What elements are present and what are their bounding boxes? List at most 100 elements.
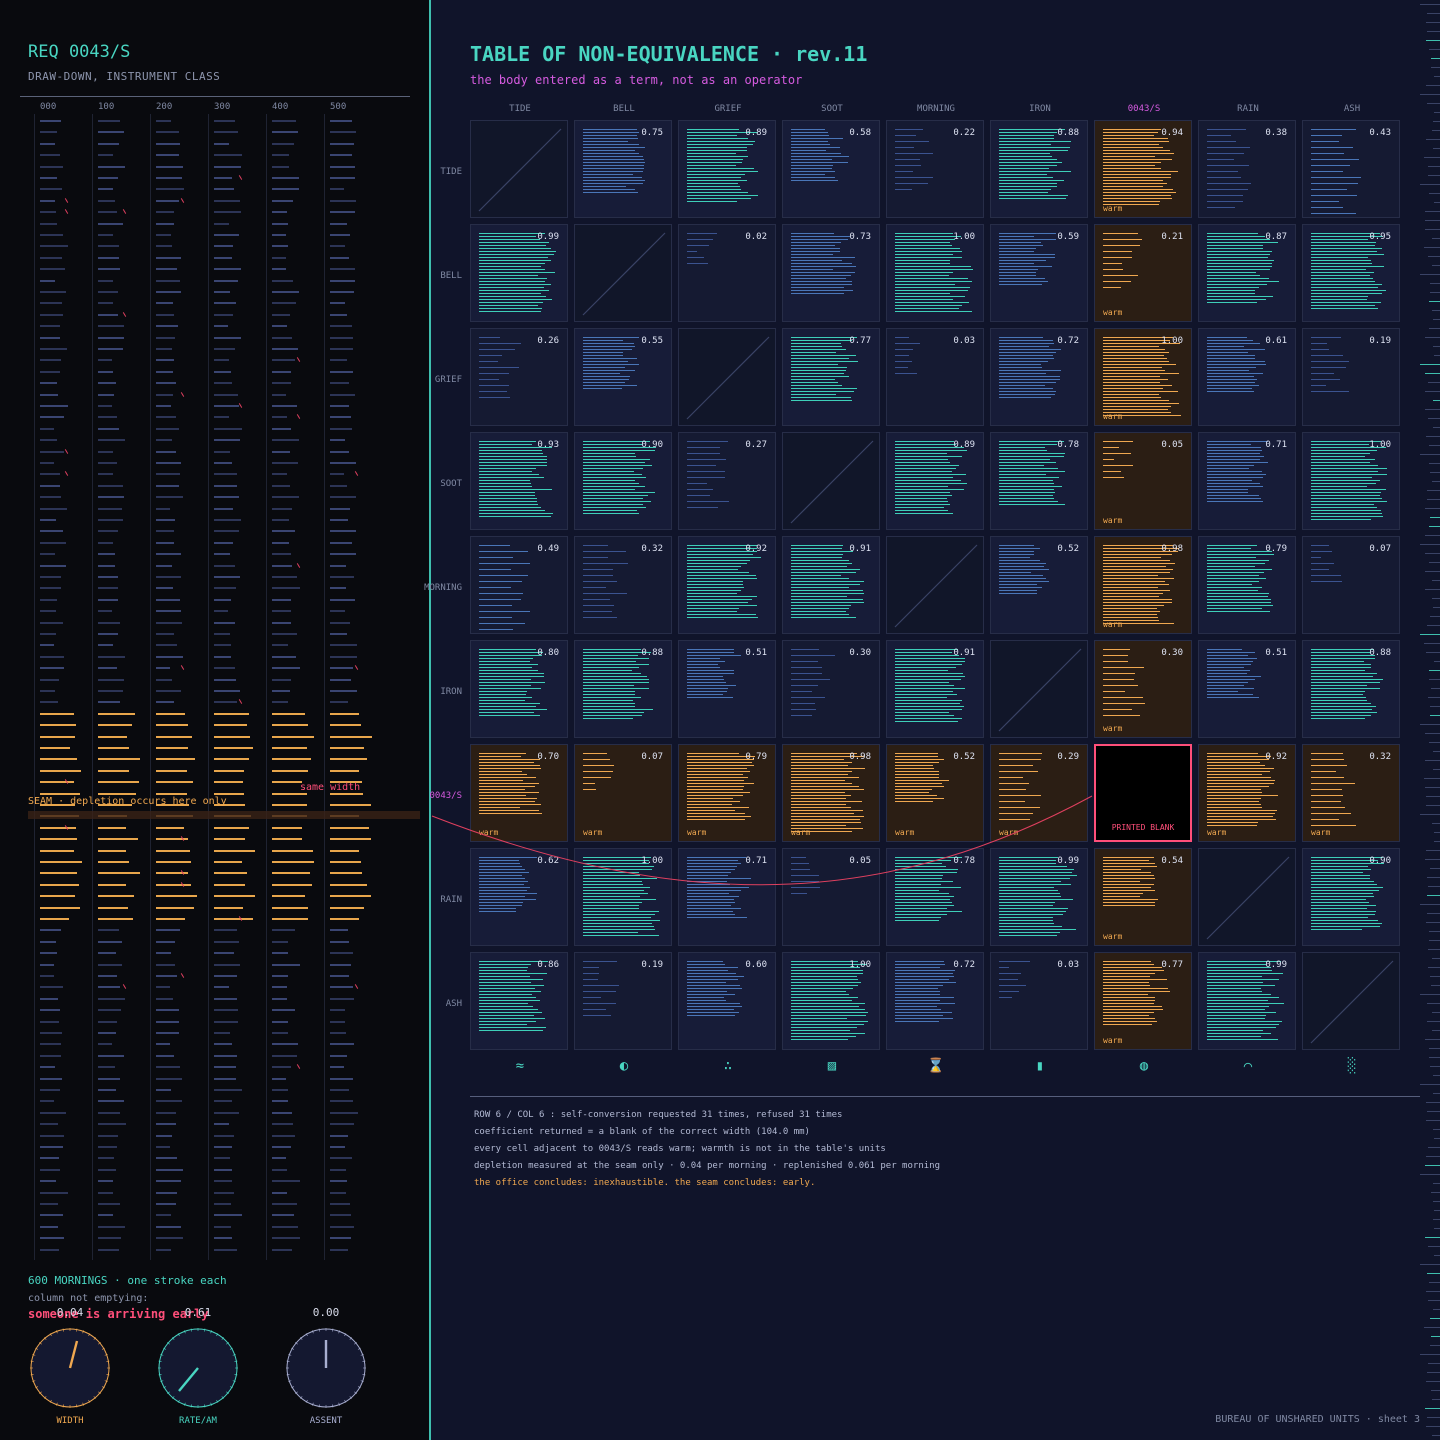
table-cell[interactable]: 0.78: [886, 848, 984, 946]
morning-stroke: [156, 1100, 182, 1102]
morning-stroke: [272, 724, 308, 726]
table-cell[interactable]: 0.73: [782, 224, 880, 322]
morning-stroke: [156, 690, 181, 692]
table-cell[interactable]: 0.91: [782, 536, 880, 634]
table-cell[interactable]: [990, 640, 1088, 738]
table-cell[interactable]: 0.92 warm: [1198, 744, 1296, 842]
table-cell[interactable]: 0.54 warm: [1094, 848, 1192, 946]
table-cell[interactable]: 0.89: [678, 120, 776, 218]
table-cell[interactable]: 0.60: [678, 952, 776, 1050]
table-cell[interactable]: 0.49: [470, 536, 568, 634]
ruler-tick: [1431, 1336, 1440, 1337]
table-cell[interactable]: 0.86: [470, 952, 568, 1050]
table-cell[interactable]: 0.32 warm: [1302, 744, 1400, 842]
table-cell[interactable]: 0.55: [574, 328, 672, 426]
table-cell[interactable]: [470, 120, 568, 218]
table-cell[interactable]: [678, 328, 776, 426]
table-cell[interactable]: 0.62: [470, 848, 568, 946]
table-cell[interactable]: 0.22: [886, 120, 984, 218]
table-cell[interactable]: 1.00: [782, 952, 880, 1050]
table-cell[interactable]: 0.98 warm: [1094, 536, 1192, 634]
table-cell[interactable]: 0.90: [1302, 848, 1400, 946]
cell-value: 0.60: [745, 960, 767, 970]
table-cell[interactable]: 0.78: [990, 432, 1088, 530]
table-cell[interactable]: 0.43: [1302, 120, 1400, 218]
table-cell[interactable]: 0.99: [1198, 952, 1296, 1050]
table-cell[interactable]: 0.38: [1198, 120, 1296, 218]
table-cell[interactable]: 0.61: [1198, 328, 1296, 426]
table-cell[interactable]: 0.91: [886, 640, 984, 738]
morning-stroke: [330, 223, 347, 225]
table-cell[interactable]: 0.88: [1302, 640, 1400, 738]
table-cell[interactable]: 0.51: [1198, 640, 1296, 738]
table-cell[interactable]: 0.71: [1198, 432, 1296, 530]
ruler-tick: [1429, 1057, 1440, 1058]
table-cell[interactable]: [782, 432, 880, 530]
table-cell[interactable]: 0.95: [1302, 224, 1400, 322]
morning-stroke: [156, 941, 175, 943]
table-cell[interactable]: 0.03: [886, 328, 984, 426]
table-cell[interactable]: 0.71: [678, 848, 776, 946]
table-cell[interactable]: 0.90: [574, 432, 672, 530]
morning-stroke: [214, 348, 235, 350]
table-cell[interactable]: 0.70 warm: [470, 744, 568, 842]
table-cell[interactable]: 0.32: [574, 536, 672, 634]
table-cell[interactable]: 0.79 warm: [678, 744, 776, 842]
morning-stroke: [272, 485, 290, 487]
table-cell[interactable]: 0.80: [470, 640, 568, 738]
table-cell[interactable]: 0.30 warm: [1094, 640, 1192, 738]
table-cell[interactable]: [1302, 952, 1400, 1050]
table-cell[interactable]: 0.59: [990, 224, 1088, 322]
table-cell[interactable]: 0.29 warm: [990, 744, 1088, 842]
morning-stroke: [330, 1032, 346, 1034]
morning-stroke: [272, 280, 293, 282]
table-cell[interactable]: 0.79: [1198, 536, 1296, 634]
table-cell[interactable]: 1.00: [886, 224, 984, 322]
table-cell[interactable]: 0.21 warm: [1094, 224, 1192, 322]
table-cell[interactable]: [574, 224, 672, 322]
table-cell[interactable]: 0.98 warm: [782, 744, 880, 842]
table-cell[interactable]: 0.77 warm: [1094, 952, 1192, 1050]
table-cell[interactable]: 0.58: [782, 120, 880, 218]
table-cell[interactable]: 0.99: [470, 224, 568, 322]
table-cell[interactable]: 0.51: [678, 640, 776, 738]
table-cell[interactable]: 0.89: [886, 432, 984, 530]
morning-stroke: [272, 690, 290, 692]
table-cell[interactable]: 1.00: [574, 848, 672, 946]
table-cell[interactable]: 0.02: [678, 224, 776, 322]
page-title: TABLE OF NON-EQUIVALENCE · rev.11: [470, 42, 868, 66]
table-cell[interactable]: 0.07 warm: [574, 744, 672, 842]
table-cell[interactable]: 0.05: [782, 848, 880, 946]
table-cell[interactable]: 0.52 warm: [886, 744, 984, 842]
table-cell[interactable]: 0.03: [990, 952, 1088, 1050]
table-cell[interactable]: 0.07: [1302, 536, 1400, 634]
table-cell[interactable]: 0.05 warm: [1094, 432, 1192, 530]
morning-stroke: [330, 473, 344, 475]
table-cell[interactable]: 0.30: [782, 640, 880, 738]
table-cell[interactable]: 0.19: [574, 952, 672, 1050]
table-cell[interactable]: PRINTED BLANK: [1094, 744, 1192, 842]
table-cell[interactable]: 0.26: [470, 328, 568, 426]
table-cell[interactable]: 0.88: [990, 120, 1088, 218]
table-cell[interactable]: [886, 536, 984, 634]
table-cell[interactable]: 0.72: [990, 328, 1088, 426]
ruler-tick: [1433, 346, 1440, 347]
cell-bars: [479, 441, 563, 525]
table-cell[interactable]: [1198, 848, 1296, 946]
table-cell[interactable]: 0.72: [886, 952, 984, 1050]
table-cell[interactable]: 0.77: [782, 328, 880, 426]
table-cell[interactable]: 0.19: [1302, 328, 1400, 426]
table-cell[interactable]: 0.93: [470, 432, 568, 530]
table-cell[interactable]: 0.88: [574, 640, 672, 738]
table-cell[interactable]: 0.99: [990, 848, 1088, 946]
table-cell[interactable]: 1.00 warm: [1094, 328, 1192, 426]
table-cell[interactable]: 0.52: [990, 536, 1088, 634]
table-cell[interactable]: 0.27: [678, 432, 776, 530]
cell-value: 0.03: [1057, 960, 1079, 970]
table-cell[interactable]: 0.75: [574, 120, 672, 218]
morning-stroke: [214, 1043, 232, 1045]
table-cell[interactable]: 1.00: [1302, 432, 1400, 530]
table-cell[interactable]: 0.92: [678, 536, 776, 634]
table-cell[interactable]: 0.87: [1198, 224, 1296, 322]
table-cell[interactable]: 0.94 warm: [1094, 120, 1192, 218]
